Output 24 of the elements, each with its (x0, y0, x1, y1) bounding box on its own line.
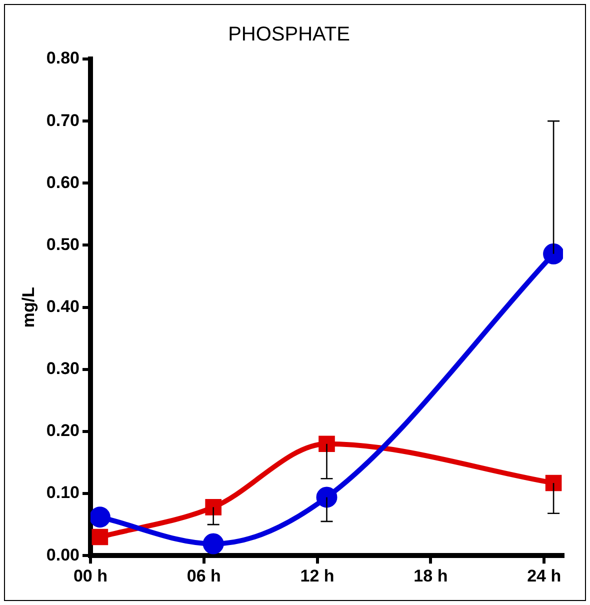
x-tick-label: 12 h (300, 566, 334, 586)
x-tick-label: 24 h (527, 566, 562, 586)
point (202, 533, 224, 554)
point (205, 499, 222, 516)
y-tick-label: 0.00 (46, 545, 80, 564)
y-tick-label: 0.80 (46, 48, 80, 68)
point (318, 436, 335, 452)
y-tick-label: 0.50 (46, 234, 80, 254)
point (90, 506, 110, 528)
y-tick-label: 0.40 (46, 296, 80, 316)
point (545, 474, 562, 492)
x-tick-label: 18 h (414, 566, 448, 586)
point (92, 528, 108, 546)
y-tick-label: 0.60 (46, 172, 80, 192)
chart-title: PHOSPHATE (228, 24, 350, 46)
y-tick-label: 0.20 (46, 421, 80, 440)
x-tick-label: 06 h (186, 566, 221, 586)
point (316, 486, 338, 508)
x-tick-label: 00 h (73, 566, 108, 586)
y-tick-label: 0.30 (46, 359, 80, 378)
point (543, 243, 563, 264)
y-tick-label: 0.10 (46, 483, 80, 502)
y-tick-label: 0.70 (46, 110, 80, 130)
y-axis-title: mg/L (18, 286, 38, 328)
